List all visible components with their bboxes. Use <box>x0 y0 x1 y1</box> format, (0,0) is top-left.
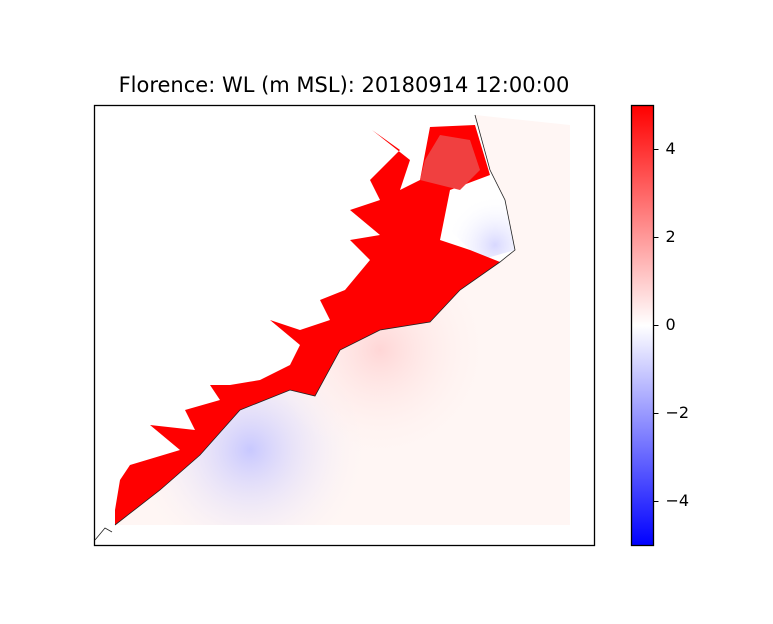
axes-frame <box>93 104 596 547</box>
map-area <box>94 114 570 541</box>
ocean-high <box>115 115 570 525</box>
flooded-land <box>115 125 500 525</box>
inland-water <box>420 135 480 190</box>
colorbar-tick-label: 0 <box>666 315 676 334</box>
colorbar-tick-label: −2 <box>666 403 690 422</box>
colorbar-tick-label: 2 <box>666 227 676 246</box>
sound-low <box>450 170 515 260</box>
coastline-edge <box>94 527 113 541</box>
colorbar <box>630 104 655 547</box>
map-title: Florence: WL (m MSL): 20180914 12:00:00 <box>119 73 570 97</box>
colorbar-tick-label: −4 <box>666 491 690 510</box>
coastline <box>114 114 516 526</box>
colorbar-tick-label: 4 <box>666 139 676 158</box>
